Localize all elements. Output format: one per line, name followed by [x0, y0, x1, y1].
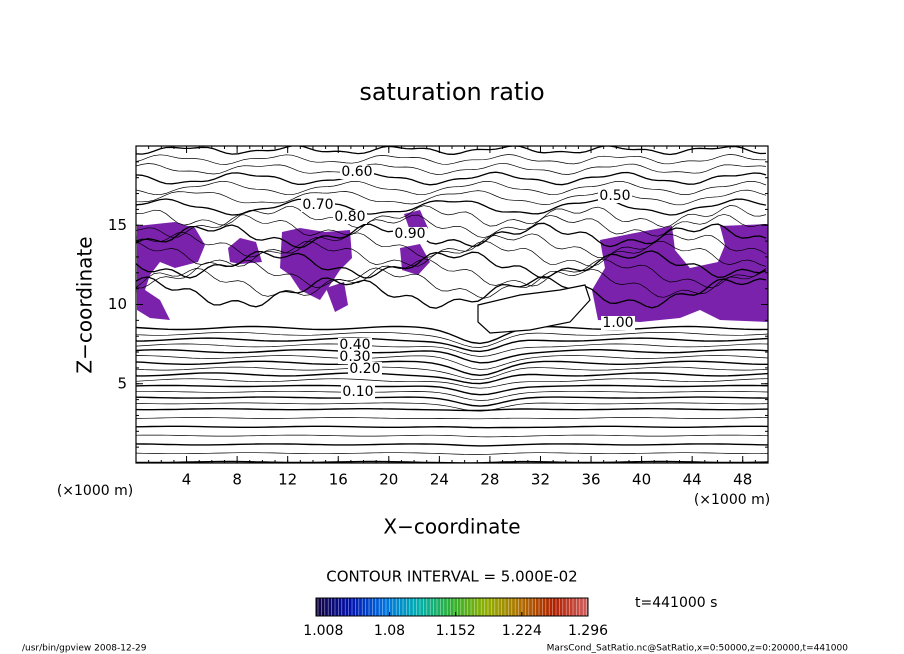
label-bg — [338, 338, 372, 352]
contour-line — [136, 213, 767, 239]
x-tick-label: 24 — [430, 471, 449, 489]
contour-line — [136, 425, 768, 429]
contour-line — [136, 154, 766, 165]
contour-label: 0.60 — [341, 164, 372, 180]
axis-unit: (×1000 m) — [694, 492, 770, 508]
contour-line — [136, 171, 767, 186]
contour-label: 0.80 — [334, 209, 365, 225]
contour-line — [136, 402, 768, 412]
contour-line — [136, 231, 767, 258]
label-bg — [338, 350, 372, 364]
time-label: t=441000 s — [635, 595, 717, 611]
contour-line — [136, 434, 768, 438]
contour-line — [136, 267, 767, 299]
x-tick-label: 32 — [531, 471, 550, 489]
x-tick-label: 28 — [480, 471, 499, 489]
contour-line — [136, 390, 768, 401]
contour-label: 1.00 — [602, 315, 633, 331]
label-bg — [341, 385, 375, 399]
x-tick-label: 48 — [733, 471, 752, 489]
contour-line — [136, 366, 768, 381]
contour-line — [136, 198, 767, 216]
filled-region — [137, 222, 205, 320]
contour-line — [136, 348, 768, 364]
contour-label: 0.20 — [349, 361, 380, 377]
contour-line — [136, 275, 767, 309]
axis-unit: (×1000 m) — [57, 483, 133, 499]
label-bg — [340, 165, 374, 179]
label-bg — [301, 198, 335, 212]
colorbar-tick-label: 1.296 — [568, 623, 608, 639]
colorbar-frame — [315, 597, 589, 617]
colorbar-tick-label: 1.08 — [374, 623, 405, 639]
x-tick-label: 44 — [683, 471, 702, 489]
y-tick-label: 5 — [117, 374, 127, 392]
filled-region — [228, 238, 262, 264]
contour-line — [136, 452, 768, 455]
label-bg — [333, 210, 367, 224]
contour-line — [136, 396, 768, 407]
contour-line — [136, 360, 768, 377]
contour-label: 0.70 — [302, 197, 333, 213]
label-bg — [393, 227, 427, 241]
contour-line — [136, 417, 768, 420]
y-tick-label: 15 — [108, 216, 127, 234]
label-bg — [348, 362, 382, 376]
contour-label: 0.90 — [394, 226, 425, 242]
contour-line — [136, 331, 768, 348]
colorbar-tick-label: 1.152 — [436, 623, 476, 639]
x-tick-label: 20 — [379, 471, 398, 489]
contour-label: 0.10 — [342, 384, 373, 400]
label-bg — [601, 316, 635, 330]
x-axis-label: X−coordinate — [383, 515, 520, 539]
contour-line — [136, 146, 767, 156]
contour-line — [136, 372, 768, 385]
contour-line — [136, 355, 768, 370]
contour-line — [136, 384, 768, 396]
contour-line — [136, 343, 768, 357]
contour-label: 0.40 — [339, 337, 370, 353]
y-axis-label: Z−coordinate — [73, 236, 97, 373]
x-tick-label: 4 — [182, 471, 192, 489]
colorbar-tick-label: 1.008 — [303, 623, 343, 639]
x-tick-label: 40 — [632, 471, 651, 489]
contour-line — [136, 205, 767, 229]
contour-line — [136, 189, 767, 206]
contour-line — [136, 337, 768, 353]
contour-label: 0.30 — [339, 349, 370, 365]
contour-line — [136, 258, 767, 289]
colorbar-tick-label: 1.224 — [502, 623, 542, 639]
filled-region — [592, 224, 768, 322]
x-tick-label: 12 — [278, 471, 297, 489]
contour-interval: CONTOUR INTERVAL = 5.000E-02 — [326, 568, 577, 586]
contour-label: 0.50 — [599, 188, 630, 204]
x-tick-label: 16 — [329, 471, 348, 489]
y-tick-label: 10 — [108, 295, 127, 313]
label-bg — [598, 189, 632, 203]
contour-line — [136, 378, 768, 389]
chart-title: saturation ratio — [359, 78, 544, 106]
contour-line — [136, 250, 767, 279]
contour-line — [136, 470, 768, 471]
plot-content: 0.60 0.700.80 0.50 0.90 1.00 0.400.300.20 0.10 — [136, 146, 768, 471]
white-region — [477, 284, 591, 334]
contour-line — [136, 408, 768, 412]
filled-region — [280, 228, 352, 300]
contour-line — [136, 443, 768, 447]
contour-line — [136, 162, 767, 175]
x-tick-label: 8 — [232, 471, 242, 489]
contour-line — [136, 325, 768, 345]
footer-left: /usr/bin/gpview 2008-12-29 — [22, 644, 147, 654]
filled-region — [326, 282, 348, 312]
colorbar — [316, 598, 588, 616]
x-tick-label: 36 — [581, 471, 600, 489]
contour-line — [136, 180, 767, 196]
footer-right: MarsCond_SatRatio.nc@SatRatio,x=0:50000,… — [547, 644, 849, 654]
